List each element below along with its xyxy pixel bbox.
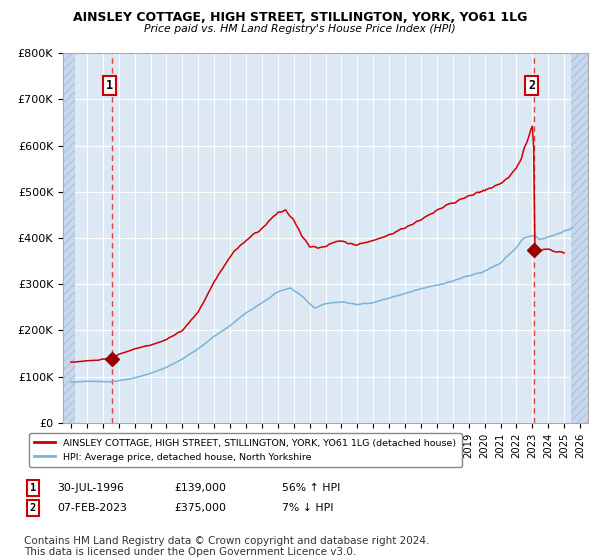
Text: 30-JUL-1996: 30-JUL-1996 [57, 483, 124, 493]
Text: £375,000: £375,000 [174, 503, 226, 513]
Bar [63, 53, 75, 423]
Text: Price paid vs. HM Land Registry's House Price Index (HPI): Price paid vs. HM Land Registry's House … [144, 24, 456, 34]
Text: £139,000: £139,000 [174, 483, 226, 493]
Bar [571, 53, 588, 423]
Text: 7% ↓ HPI: 7% ↓ HPI [282, 503, 334, 513]
Text: Contains HM Land Registry data © Crown copyright and database right 2024.
This d: Contains HM Land Registry data © Crown c… [24, 535, 430, 557]
Text: 2: 2 [528, 79, 535, 92]
Text: 07-FEB-2023: 07-FEB-2023 [57, 503, 127, 513]
Legend: AINSLEY COTTAGE, HIGH STREET, STILLINGTON, YORK, YO61 1LG (detached house), HPI:: AINSLEY COTTAGE, HIGH STREET, STILLINGTO… [29, 433, 461, 467]
Text: 2: 2 [30, 503, 36, 513]
Text: 1: 1 [106, 79, 113, 92]
Text: 56% ↑ HPI: 56% ↑ HPI [282, 483, 340, 493]
Text: AINSLEY COTTAGE, HIGH STREET, STILLINGTON, YORK, YO61 1LG: AINSLEY COTTAGE, HIGH STREET, STILLINGTO… [73, 11, 527, 24]
Text: 1: 1 [30, 483, 36, 493]
